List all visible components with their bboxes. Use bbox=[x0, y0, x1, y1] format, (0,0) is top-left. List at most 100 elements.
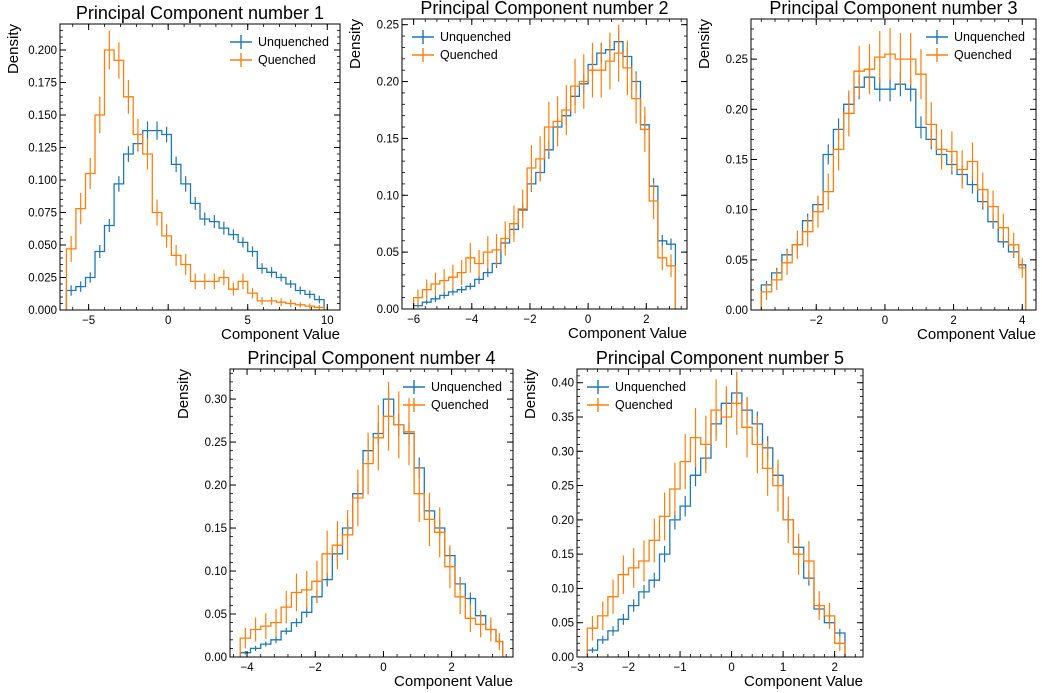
x-tick-label: 0 bbox=[882, 315, 888, 327]
legend-entry-quenched: Quenched bbox=[403, 398, 489, 412]
y-tick-label: 0.10 bbox=[726, 205, 748, 217]
series-quenched bbox=[760, 28, 1027, 310]
legend-label: Quenched bbox=[615, 398, 673, 412]
histogram-step-line bbox=[412, 52, 677, 309]
legend-entry-unquenched: Unquenched bbox=[926, 30, 1025, 44]
x-tick-label: 0 bbox=[728, 662, 734, 674]
x-tick-label: −1 bbox=[674, 662, 687, 674]
axes-frame bbox=[229, 368, 514, 658]
x-tick-label: 2 bbox=[448, 662, 454, 674]
legend-entry-unquenched: Unquenched bbox=[230, 35, 329, 49]
y-tick-label: 0.175 bbox=[28, 78, 57, 90]
y-axis-label: Density bbox=[347, 19, 364, 70]
x-axis-label: Component Value bbox=[917, 326, 1036, 343]
histogram-step-line bbox=[65, 49, 325, 310]
y-tick-label: 0.25 bbox=[205, 437, 227, 449]
x-tick-label: 0 bbox=[585, 314, 591, 326]
y-tick-label: 0.20 bbox=[205, 480, 227, 492]
y-tick-label: 0.00 bbox=[205, 652, 227, 664]
y-tick-label: 0.20 bbox=[726, 104, 748, 116]
y-tick-label: 0.05 bbox=[377, 247, 399, 259]
x-tick-label: 1 bbox=[780, 662, 786, 674]
x-tick-label: −2 bbox=[523, 314, 536, 326]
legend-entry-quenched: Quenched bbox=[412, 48, 498, 62]
x-axis-label: Component Value bbox=[744, 673, 863, 690]
legend-label: Quenched bbox=[431, 398, 489, 412]
x-axis-label: Component Value bbox=[568, 325, 687, 342]
series-quenched bbox=[586, 371, 846, 657]
y-tick-label: 0.05 bbox=[205, 609, 227, 621]
legend-label: Quenched bbox=[258, 53, 316, 67]
y-tick-label: 0.10 bbox=[552, 583, 574, 595]
y-tick-label: 0.30 bbox=[552, 446, 574, 458]
legend-label: Unquenched bbox=[258, 35, 329, 49]
legend-label: Unquenched bbox=[954, 30, 1025, 44]
legend-label: Unquenched bbox=[440, 30, 511, 44]
y-tick-label: 0.000 bbox=[28, 305, 57, 317]
x-tick-label: −2 bbox=[309, 662, 322, 674]
legend-entry-unquenched: Unquenched bbox=[587, 380, 686, 394]
y-tick-label: 0.15 bbox=[377, 133, 399, 145]
series-quenched bbox=[412, 24, 677, 309]
x-tick-label: 0 bbox=[165, 315, 171, 327]
axes-frame bbox=[576, 368, 864, 658]
y-tick-label: 0.05 bbox=[552, 618, 574, 630]
x-tick-label: 2 bbox=[831, 662, 837, 674]
y-tick-label: 0.15 bbox=[726, 154, 748, 166]
histogram-step-line bbox=[760, 53, 1027, 310]
series-unquenched bbox=[760, 65, 1027, 310]
y-axis-label: Density bbox=[522, 369, 539, 420]
histogram-step-line bbox=[239, 398, 504, 657]
x-tick-label: 2 bbox=[643, 314, 649, 326]
x-tick-label: −4 bbox=[240, 662, 254, 674]
chart-panel-1: −5 0 5 10 0.000 0.025 0.050 0.075 0.100 0.125 0.15… bbox=[5, 3, 341, 343]
legend-label: Unquenched bbox=[431, 380, 502, 394]
y-tick-label: 0.25 bbox=[377, 20, 399, 32]
series-quenched bbox=[65, 30, 325, 310]
x-tick-label: −4 bbox=[465, 314, 479, 326]
x-tick-label: −5 bbox=[82, 315, 95, 327]
x-tick-label: 2 bbox=[950, 315, 956, 327]
legend-entry-unquenched: Unquenched bbox=[403, 380, 502, 394]
y-tick-label: 0.15 bbox=[552, 549, 574, 561]
y-axis-label: Density bbox=[696, 19, 713, 70]
chart-title: Principal Component number 2 bbox=[420, 0, 668, 18]
chart-panel-2: −6 −4 −2 0 2 0.00 0.05 0.10 0.15 0.20 0.25 Principa… bbox=[347, 0, 688, 342]
y-tick-label: 0.40 bbox=[552, 378, 574, 390]
y-tick-label: 0.125 bbox=[28, 143, 57, 155]
y-axis-label: Density bbox=[175, 369, 192, 420]
legend-entry-quenched: Quenched bbox=[926, 48, 1012, 62]
x-tick-label: 0 bbox=[380, 662, 386, 674]
x-axis-label: Component Value bbox=[394, 673, 513, 690]
axes-frame bbox=[401, 18, 688, 310]
y-tick-label: 0.200 bbox=[28, 45, 57, 57]
x-tick-label: 10 bbox=[321, 315, 334, 327]
histogram-step-line bbox=[760, 76, 1027, 310]
y-tick-label: 0.25 bbox=[552, 481, 574, 493]
y-tick-label: 0.075 bbox=[28, 208, 57, 220]
chart-panel-5: −3 −2 −1 0 1 2 0.00 0.05 0.10 0.15 0.20 0.25 0.30 0.3… bbox=[522, 348, 864, 690]
chart-title: Principal Component number 4 bbox=[247, 348, 495, 368]
y-tick-label: 0.025 bbox=[28, 273, 57, 285]
axes-frame bbox=[750, 18, 1037, 311]
y-tick-label: 0.150 bbox=[28, 110, 57, 122]
series-quenched bbox=[239, 381, 504, 657]
legend-entry-quenched: Quenched bbox=[587, 398, 673, 412]
chart-title: Principal Component number 3 bbox=[769, 0, 1017, 18]
y-tick-label: 0.15 bbox=[205, 523, 227, 535]
chart-title: Principal Component number 5 bbox=[596, 348, 844, 368]
chart-title: Principal Component number 1 bbox=[76, 3, 324, 23]
legend-entry-unquenched: Unquenched bbox=[412, 30, 511, 44]
x-axis-label: Component Value bbox=[221, 326, 340, 343]
y-tick-label: 0.25 bbox=[726, 54, 748, 66]
x-tick-label: 4 bbox=[1019, 315, 1026, 327]
y-tick-label: 0.00 bbox=[377, 304, 399, 316]
chart-panel-3: −2 0 2 4 0.00 0.05 0.10 0.15 0.20 0.25 Principal C… bbox=[696, 0, 1037, 343]
y-tick-label: 0.05 bbox=[726, 255, 748, 267]
y-tick-label: 0.10 bbox=[377, 190, 399, 202]
y-tick-label: 0.00 bbox=[552, 652, 574, 664]
legend-label: Quenched bbox=[954, 48, 1012, 62]
chart-panel-4: −4 −2 0 2 0.00 0.05 0.10 0.15 0.20 0.25 0.30 Princi… bbox=[175, 348, 514, 690]
y-tick-label: 0.35 bbox=[552, 412, 574, 424]
